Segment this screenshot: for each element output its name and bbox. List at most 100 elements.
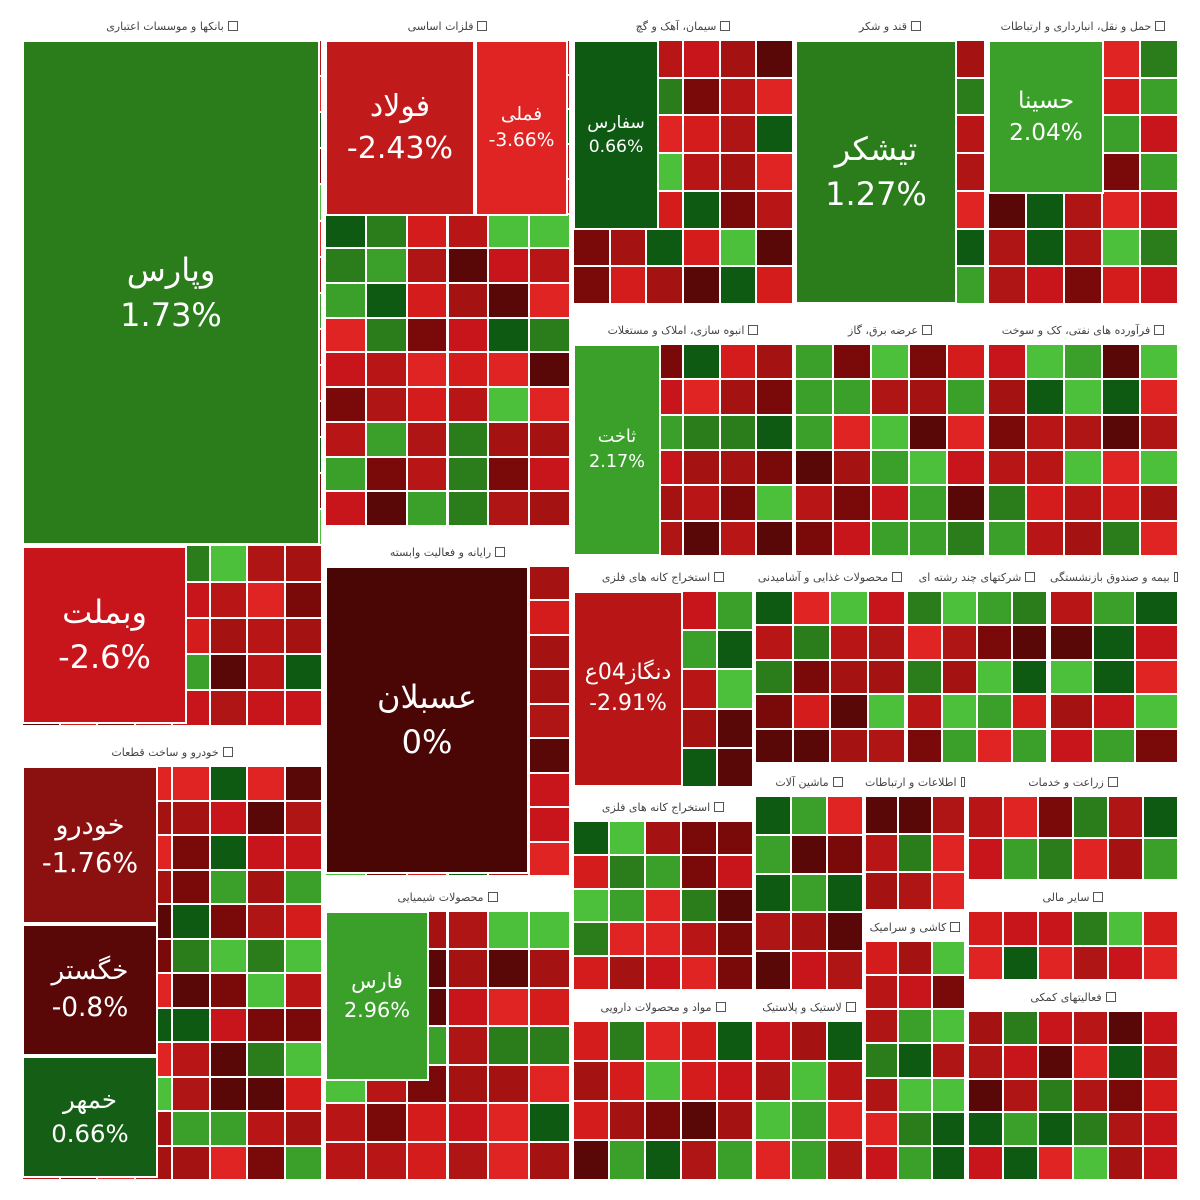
stock-cell xyxy=(209,1007,247,1042)
stock-tile[interactable]: وپارس 1.73% xyxy=(22,40,320,545)
stock-cell xyxy=(1038,1011,1073,1045)
sector-icon[interactable] xyxy=(487,892,498,902)
sector-icon[interactable] xyxy=(1154,325,1165,335)
stock-cell xyxy=(1026,190,1064,229)
sector-icon[interactable] xyxy=(714,802,725,812)
stock-cell xyxy=(365,317,407,353)
stock-cell xyxy=(833,485,871,521)
sector-title-text: سایر مالی xyxy=(1042,890,1090,904)
stock-tile[interactable]: عسبلان 0% xyxy=(325,566,529,874)
stock-cell xyxy=(681,708,717,748)
sector-icon[interactable] xyxy=(1155,21,1166,31)
stock-cell xyxy=(1073,911,1108,946)
stock-cell xyxy=(717,1140,753,1180)
sector-title-text: بیمه و صندوق بازنشستگی xyxy=(1050,570,1170,584)
stock-cell xyxy=(529,456,570,492)
stock-cell xyxy=(1064,228,1102,267)
sector-icon[interactable] xyxy=(720,21,731,31)
sector-title-text: خودرو و ساخت قطعات xyxy=(111,745,219,759)
stock-cell xyxy=(284,800,322,835)
sector-title: بانکها و موسسات اعتباری xyxy=(22,14,322,38)
stock-tile[interactable]: تیشکر 1.27% xyxy=(795,40,957,304)
stock-tile[interactable]: فولاد -2.43% xyxy=(325,40,475,216)
stock-cell xyxy=(209,869,247,904)
stock-tile[interactable]: حسینا 2.04% xyxy=(988,40,1104,194)
sector-title: سایر مالی xyxy=(968,885,1178,909)
stock-tile[interactable]: وبملت -2.6% xyxy=(22,546,187,724)
stock-cell xyxy=(681,630,717,670)
sector-icon[interactable] xyxy=(1093,892,1104,902)
stock-cell xyxy=(406,421,448,457)
stock-cell xyxy=(827,1021,863,1061)
sector-icon[interactable] xyxy=(1107,777,1118,787)
sector-title-text: بانکها و موسسات اعتباری xyxy=(106,19,224,33)
sector-title: زراعت و خدمات xyxy=(968,770,1178,794)
stock-cell xyxy=(827,951,863,990)
stock-cell xyxy=(447,911,489,950)
stock-tile[interactable]: خمهر 0.66% xyxy=(22,1056,158,1178)
stock-cell xyxy=(977,694,1012,729)
stock-tile[interactable]: خگستر -0.8% xyxy=(22,924,158,1056)
sector-icon[interactable] xyxy=(950,922,961,932)
stock-cell xyxy=(1038,1078,1073,1113)
stock-cell xyxy=(488,1026,530,1065)
sector-icon[interactable] xyxy=(748,325,759,335)
stock-cell xyxy=(1073,1112,1108,1147)
stock-cell xyxy=(406,352,448,388)
stock-cell xyxy=(865,1077,899,1112)
stock-tile[interactable]: سفارس 0.66% xyxy=(573,40,659,230)
sector-icon[interactable] xyxy=(477,21,488,31)
stock-cell xyxy=(1102,344,1140,380)
stock-cell xyxy=(1108,796,1143,838)
stock-label: ثاخت xyxy=(597,427,637,448)
sector-icon[interactable] xyxy=(714,572,725,582)
stock-tile[interactable]: فملی -3.66% xyxy=(475,40,568,216)
stock-cell xyxy=(717,854,753,889)
stock-cell xyxy=(977,728,1012,763)
stock-cell xyxy=(284,1007,322,1042)
stock-cell xyxy=(645,1100,681,1141)
sector-icon[interactable] xyxy=(960,777,965,787)
stock-cell xyxy=(1143,1146,1178,1180)
stock-cell xyxy=(247,973,285,1008)
sector-icon[interactable] xyxy=(1025,572,1036,582)
stock-cell xyxy=(172,766,210,801)
stock-cell xyxy=(645,854,681,889)
stock-cell xyxy=(247,581,285,618)
sector-icon[interactable] xyxy=(922,325,932,335)
sector-icon[interactable] xyxy=(222,747,233,757)
stock-cell xyxy=(284,1042,322,1077)
sector-icon[interactable] xyxy=(1173,572,1178,582)
stock-cell xyxy=(365,456,407,492)
stock-cell xyxy=(529,772,570,808)
stock-cell xyxy=(529,634,570,670)
stock-tile[interactable]: فارس 2.96% xyxy=(325,911,429,1081)
stock-label: تیشکر xyxy=(834,130,918,169)
stock-cell xyxy=(756,228,793,267)
sector-icon[interactable] xyxy=(227,21,238,31)
sector-icon[interactable] xyxy=(495,547,506,557)
stock-cell xyxy=(284,1076,322,1111)
stock-cell xyxy=(1038,1146,1073,1180)
stock-tile[interactable]: ثاخت 2.17% xyxy=(573,344,661,556)
sector-icon[interactable] xyxy=(911,21,922,31)
sector-icon[interactable] xyxy=(832,777,843,787)
sector: استخراج کانه های فلزی دنگاز04ع -2.91% xyxy=(573,565,753,787)
stock-cell xyxy=(247,835,285,870)
stock-tile[interactable]: خودرو -1.76% xyxy=(22,766,158,924)
stock-cell xyxy=(365,248,407,283)
stock-cell xyxy=(1108,1044,1143,1079)
stock-cell xyxy=(833,344,871,380)
stock-cell xyxy=(529,911,570,950)
sector-icon[interactable] xyxy=(892,572,903,582)
stock-tile[interactable]: دنگاز04ع -2.91% xyxy=(573,591,683,787)
sector-title-text: محصولات شیمیایی xyxy=(397,890,484,904)
sector-icon[interactable] xyxy=(715,1002,726,1012)
stock-cell xyxy=(1092,728,1136,763)
sector-icon[interactable] xyxy=(1105,992,1116,1002)
stock-cell xyxy=(827,796,863,835)
stock-cell xyxy=(719,414,757,450)
sector-icon[interactable] xyxy=(845,1002,856,1012)
sector: سایر مالی xyxy=(968,885,1178,980)
